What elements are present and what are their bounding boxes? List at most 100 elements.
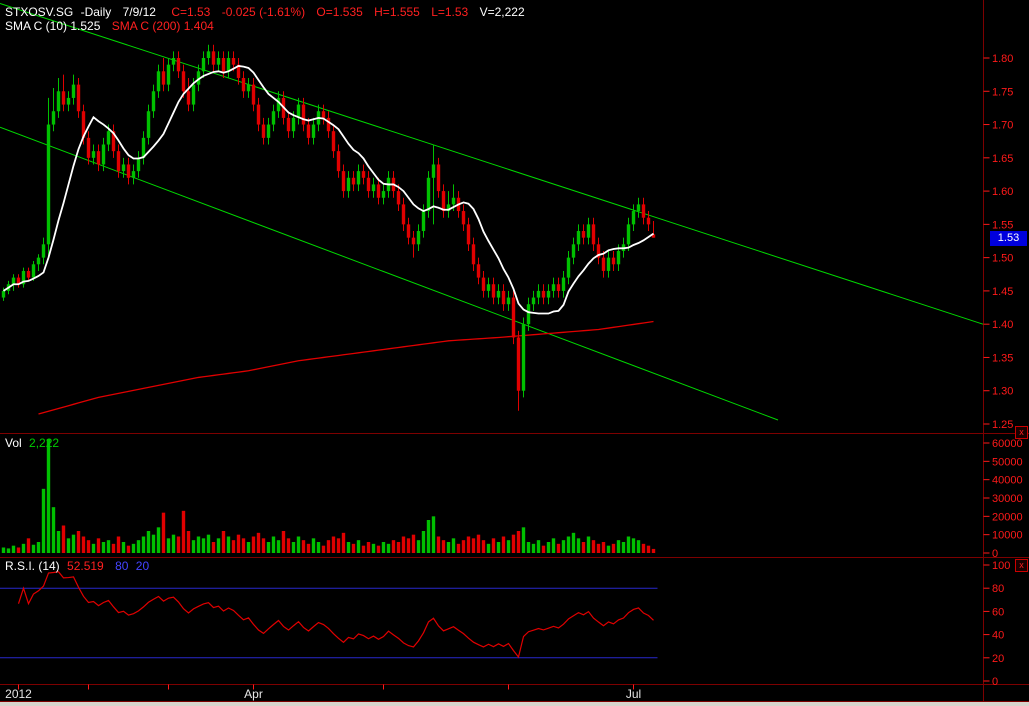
volume-panel-header: Vol 2,222 — [5, 437, 59, 450]
volume-bar — [371, 543, 376, 553]
candle-body — [556, 284, 561, 291]
volume-bar — [86, 540, 91, 553]
volume-bar — [486, 543, 491, 553]
axis-tick-label: 0 — [992, 676, 998, 688]
candle-body — [1, 290, 6, 298]
candle-body — [411, 237, 416, 245]
candle-body — [551, 284, 556, 291]
time-axis-label: Apr — [244, 687, 263, 701]
volume-bar — [61, 525, 66, 553]
period-label: -Daily — [80, 5, 112, 19]
candle-body — [331, 131, 336, 152]
volume-bar — [546, 542, 551, 553]
volume-bar — [466, 536, 471, 553]
volume-bar — [266, 542, 271, 553]
rsi-panel-close-button[interactable]: x — [1015, 559, 1028, 572]
volume-bar — [66, 538, 71, 553]
volume-bar — [551, 538, 556, 553]
axis-tick-label: 40000 — [992, 475, 1023, 487]
volume-bar — [106, 540, 111, 553]
candle-body — [286, 117, 291, 132]
volume-bar — [21, 543, 26, 553]
axis-tick-label: 30000 — [992, 493, 1023, 505]
candle-body — [591, 224, 596, 245]
volume-bar — [586, 536, 591, 553]
candle-body — [81, 111, 86, 138]
candle-body — [451, 197, 456, 205]
candle-body — [26, 270, 31, 278]
candle-body — [431, 164, 436, 178]
candle-body — [466, 224, 471, 245]
sma200-label: SMA C (200) 1.404 — [111, 19, 214, 33]
volume-bar — [651, 548, 656, 553]
volume-bar — [506, 540, 511, 553]
volume-bar — [151, 534, 156, 553]
volume-bar — [6, 548, 11, 553]
volume-panel-close-button[interactable]: x — [1015, 426, 1028, 439]
volume-bar — [476, 534, 481, 553]
volume-bar — [176, 536, 181, 553]
volume-bar — [116, 536, 121, 553]
volume-bar — [236, 534, 241, 553]
volume-bar — [1, 547, 6, 553]
candle-body — [596, 244, 601, 258]
candle-body — [416, 231, 421, 245]
high-value: H=1.555 — [374, 5, 420, 19]
symbol-label: STXOSV.SG — [5, 5, 74, 19]
candle-body — [31, 264, 36, 278]
volume-bar — [636, 540, 641, 553]
axis-tick-label: 1.30 — [992, 386, 1013, 398]
candle-body — [566, 257, 571, 278]
volume-bar — [181, 510, 186, 553]
sma10-label: SMA C (10) 1.525 — [5, 19, 101, 33]
candle-body — [481, 277, 486, 291]
candle-body — [636, 204, 641, 212]
rsi-panel-header: R.S.I. (14) 52.519 80 20 — [5, 560, 149, 573]
volume-bar — [366, 542, 371, 553]
last-price-badge: 1.53 — [990, 231, 1027, 246]
candle-body — [526, 304, 531, 325]
rsi-panel-value: 52.519 — [67, 559, 104, 573]
volume-bar — [481, 540, 486, 553]
candle-body — [156, 71, 161, 92]
candle-body — [251, 84, 256, 105]
candle-body — [356, 171, 361, 185]
candle-body — [541, 290, 546, 298]
candle-body — [271, 111, 276, 125]
candle-body — [406, 224, 411, 238]
candle-body — [646, 217, 651, 225]
candle-body — [476, 264, 481, 278]
candle-body — [641, 204, 646, 218]
volume-panel-value: 2,222 — [29, 436, 60, 450]
volume-bar — [156, 527, 161, 553]
candle-body — [651, 234, 656, 238]
candle-body — [546, 290, 551, 298]
volume-bar — [286, 538, 291, 553]
volume-bar — [261, 538, 266, 553]
axis-tick-label: 10000 — [992, 530, 1023, 542]
date-label: 7/9/12 — [122, 5, 156, 19]
candle-body — [86, 137, 91, 158]
candle-body — [256, 104, 261, 125]
volume-bar — [436, 536, 441, 553]
close-value: C=1.53 — [171, 5, 211, 19]
volume-bar — [101, 542, 106, 553]
sma10-line — [3, 65, 654, 315]
volume-bar — [541, 545, 546, 553]
volume-bar — [56, 531, 61, 553]
candle-body — [66, 97, 71, 105]
candle-body — [261, 124, 266, 138]
volume-bar — [321, 545, 326, 553]
volume-bar — [186, 531, 191, 553]
candle-body — [571, 244, 576, 258]
candle-body — [581, 231, 586, 238]
volume-bar — [331, 536, 336, 553]
candle-body — [471, 244, 476, 265]
volume-bar — [411, 534, 416, 553]
volume-bar — [26, 538, 31, 553]
chart-header-line1: STXOSV.SG -Daily 7/9/12 C=1.53 -0.025 (-… — [5, 6, 525, 19]
axis-tick-label: 0 — [992, 548, 998, 560]
candle-body — [586, 224, 591, 238]
